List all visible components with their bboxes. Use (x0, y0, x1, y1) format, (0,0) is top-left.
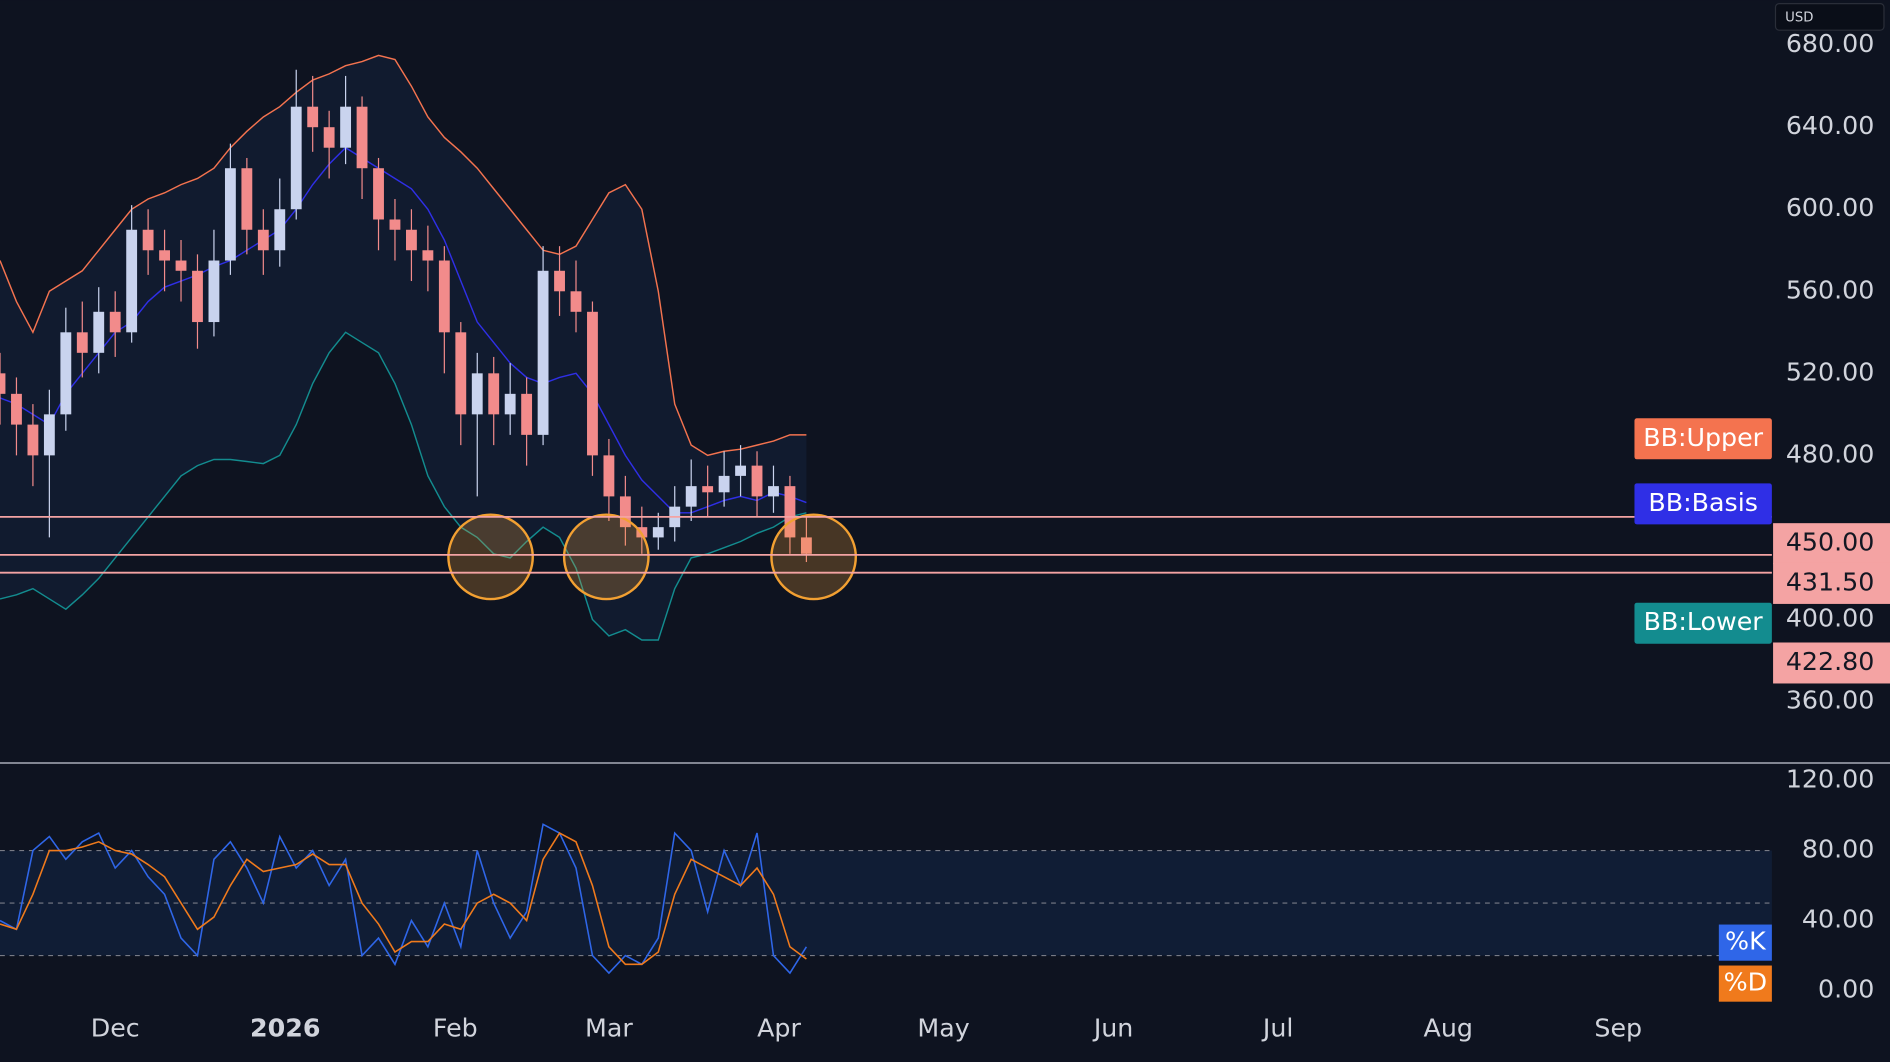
x-tick-label: Apr (757, 1013, 801, 1042)
y-tick-label: 80.00 (1802, 835, 1874, 864)
y-tick-label: 560.00 (1786, 275, 1875, 304)
candle-body (257, 229, 269, 251)
x-tick-label: May (917, 1013, 969, 1042)
y-tick-label: 400.00 (1786, 603, 1875, 632)
x-tick-label: Sep (1594, 1013, 1642, 1042)
y-tick-label: 480.00 (1786, 439, 1875, 468)
candle-body (126, 229, 138, 333)
price-label-box (1773, 523, 1890, 565)
y-tick-label: 600.00 (1786, 193, 1875, 222)
y-tick-label: 120.00 (1786, 765, 1875, 794)
y-tick-label: 360.00 (1786, 685, 1875, 714)
highlight-circle (562, 513, 650, 601)
x-tick-label: Dec (91, 1013, 140, 1042)
x-tick-label: Mar (585, 1013, 633, 1042)
candle-body (340, 106, 352, 148)
highlight-circle (770, 513, 858, 601)
candle-body (323, 127, 335, 148)
candle-body (735, 465, 746, 476)
candle-body (455, 332, 467, 415)
price-label-box (1773, 642, 1890, 684)
stoch-line (0, 832, 807, 966)
price-label: 422.80 (1786, 647, 1875, 676)
candle-body (619, 496, 631, 528)
candle-body (652, 527, 664, 538)
candle-body (0, 373, 6, 394)
candle-body (471, 373, 483, 415)
candle-body (175, 260, 187, 271)
candle-body (224, 168, 236, 261)
candle-body (702, 486, 714, 493)
x-tick-label: Jul (1261, 1013, 1294, 1042)
candle-body (307, 106, 319, 128)
series-label: %D (1724, 968, 1768, 997)
candle-body (406, 229, 417, 251)
y-tick-label: 520.00 (1786, 357, 1875, 386)
y-tick-label: 40.00 (1802, 905, 1874, 934)
candle-body (274, 209, 286, 251)
candle-body (290, 106, 302, 210)
bb-line (0, 54, 807, 457)
candle-body (109, 311, 121, 333)
candle-body (718, 475, 730, 493)
candle-body (521, 393, 533, 435)
x-tick-label: Feb (433, 1013, 478, 1042)
candle-body (603, 455, 615, 497)
candle-body (537, 270, 549, 435)
y-tick-label: 640.00 (1786, 111, 1875, 140)
candle-body (389, 219, 401, 230)
candle-body (27, 424, 39, 456)
candle-body (241, 168, 253, 230)
series-label-box (1634, 418, 1772, 460)
highlight-circle (447, 513, 534, 601)
candle-body (192, 270, 203, 323)
candle-body (685, 486, 697, 507)
candle-body (373, 168, 384, 220)
x-tick-label: 2026 (250, 1013, 320, 1042)
candle-body (554, 270, 565, 292)
series-label-box (1634, 483, 1772, 525)
candle-body (159, 250, 170, 261)
candle-body (784, 486, 796, 538)
y-tick-label: 680.00 (1786, 29, 1875, 58)
candle-body (43, 414, 55, 456)
candle-body (570, 291, 582, 312)
candle-body (488, 373, 500, 415)
candle-body (504, 393, 516, 415)
price-label-box (1773, 562, 1890, 604)
candle-body (93, 311, 105, 353)
candle-body (208, 260, 220, 323)
series-label-box (1718, 965, 1772, 1002)
candle-body (751, 465, 763, 497)
series-label: %K (1725, 927, 1767, 956)
bb-line (0, 331, 807, 641)
candle-body (800, 537, 812, 554)
x-tick-label: Aug (1424, 1013, 1473, 1042)
candle-body (587, 311, 598, 456)
currency: USD (1785, 11, 1813, 26)
candle-body (11, 393, 22, 425)
price-label: 431.50 (1786, 567, 1875, 596)
series-label: BB:Upper (1643, 423, 1763, 452)
y-tick-label: 0.00 (1818, 975, 1874, 1004)
series-label-box (1718, 924, 1772, 961)
series-label: BB:Lower (1644, 607, 1764, 636)
series-label-box (1634, 602, 1772, 644)
price-label: 450.00 (1786, 528, 1875, 557)
currency-box (1774, 3, 1885, 31)
candle-body (356, 106, 368, 169)
candle-body (60, 332, 72, 415)
series-label: BB:Basis (1648, 488, 1757, 517)
candle-body (768, 486, 779, 497)
candle-body (438, 260, 450, 333)
candle-body (422, 250, 434, 261)
candle-body (142, 229, 154, 251)
x-tick-label: Jun (1092, 1013, 1134, 1042)
candle-body (76, 332, 88, 353)
